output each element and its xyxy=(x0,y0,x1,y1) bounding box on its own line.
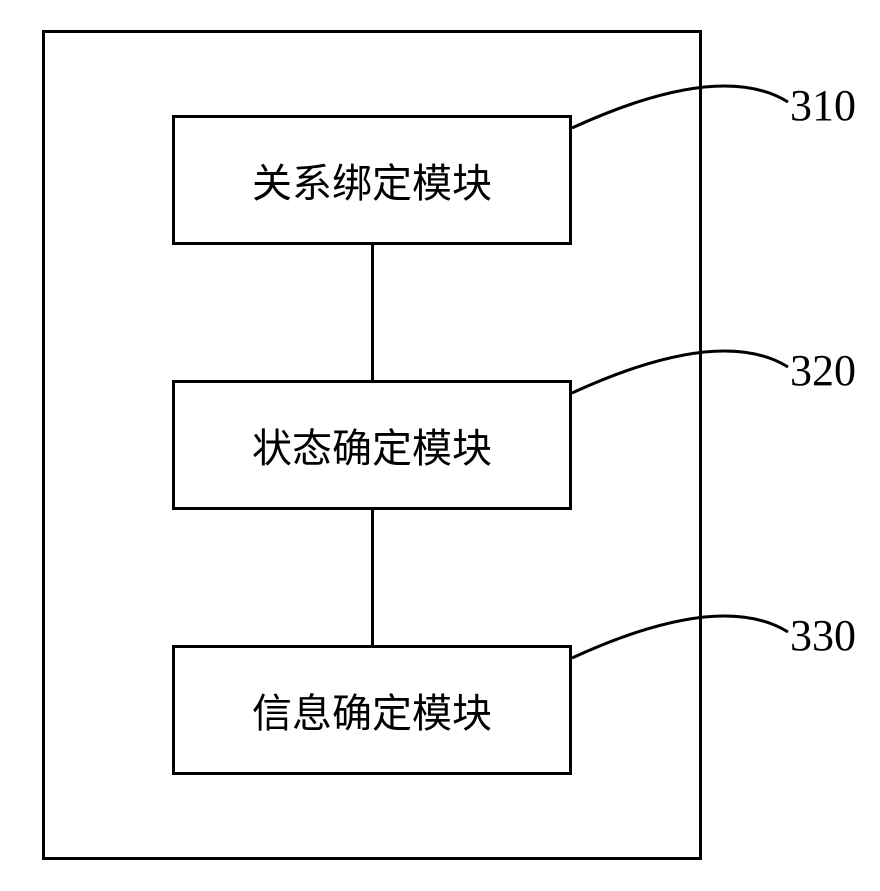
ref-label-330: 330 xyxy=(790,610,856,661)
module-label: 信息确定模块 xyxy=(252,681,492,739)
connector-310-320 xyxy=(371,245,374,380)
ref-label-310: 310 xyxy=(790,80,856,131)
ref-label-320: 320 xyxy=(790,345,856,396)
diagram-stage: 关系绑定模块 状态确定模块 信息确定模块 310 320 330 xyxy=(0,0,880,891)
module-label: 关系绑定模块 xyxy=(252,151,492,209)
module-box-330: 信息确定模块 xyxy=(172,645,572,775)
module-box-310: 关系绑定模块 xyxy=(172,115,572,245)
module-label: 状态确定模块 xyxy=(252,416,492,474)
connector-320-330 xyxy=(371,510,374,645)
module-box-320: 状态确定模块 xyxy=(172,380,572,510)
